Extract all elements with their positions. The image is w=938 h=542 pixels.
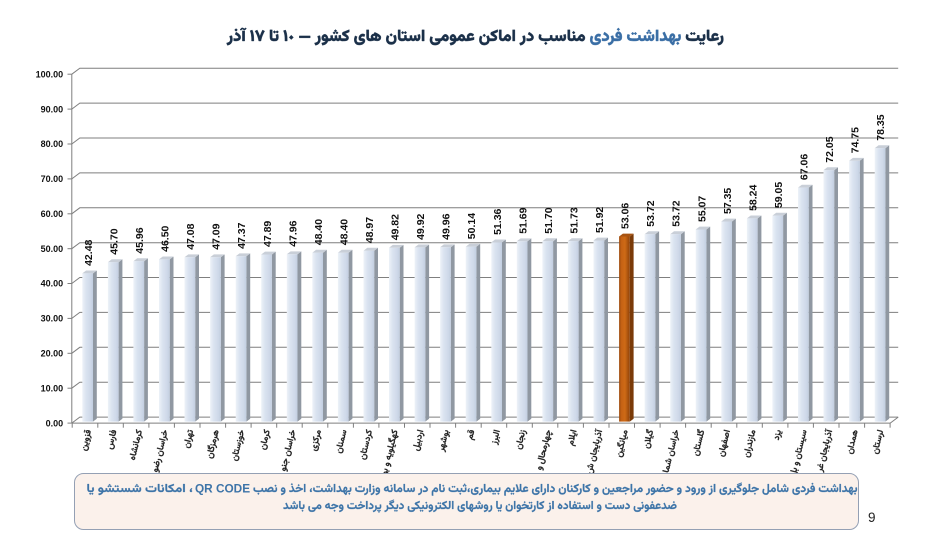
svg-text:90.00: 90.00 [41, 104, 64, 114]
svg-text:40.00: 40.00 [41, 279, 64, 289]
svg-text:51.92: 51.92 [594, 207, 606, 233]
svg-text:20.00: 20.00 [41, 349, 64, 359]
svg-text:10.00: 10.00 [41, 383, 64, 393]
svg-text:57.35: 57.35 [722, 188, 734, 214]
svg-text:47.96: 47.96 [287, 220, 299, 246]
svg-text:47.09: 47.09 [211, 223, 223, 249]
svg-text:80.00: 80.00 [41, 139, 64, 149]
svg-text:30.00: 30.00 [41, 314, 64, 324]
svg-text:70.00: 70.00 [41, 174, 64, 184]
svg-text:78.35: 78.35 [875, 114, 887, 140]
svg-text:53.72: 53.72 [671, 200, 683, 226]
svg-text:9: 9 [868, 510, 876, 525]
svg-text:47.89: 47.89 [262, 221, 274, 247]
svg-text:47.37: 47.37 [236, 222, 248, 248]
svg-text:60.00: 60.00 [41, 209, 64, 219]
svg-text:49.96: 49.96 [441, 213, 453, 239]
svg-text:53.06: 53.06 [620, 203, 632, 229]
svg-text:48.40: 48.40 [339, 219, 351, 245]
svg-text:51.36: 51.36 [492, 208, 504, 234]
svg-text:45.96: 45.96 [134, 227, 146, 253]
svg-text:50.00: 50.00 [41, 244, 64, 254]
svg-text:72.05: 72.05 [824, 136, 836, 162]
svg-text:49.82: 49.82 [390, 214, 402, 240]
svg-text:67.06: 67.06 [799, 154, 811, 180]
svg-text:47.08: 47.08 [185, 223, 197, 249]
svg-text:51.73: 51.73 [569, 207, 581, 233]
svg-text:53.72: 53.72 [645, 200, 657, 226]
svg-text:100.00: 100.00 [36, 69, 64, 79]
svg-text:49.92: 49.92 [415, 213, 427, 239]
svg-text:QR CODE: QR CODE [195, 482, 250, 496]
svg-text:58.24: 58.24 [747, 184, 759, 210]
svg-text:45.70: 45.70 [108, 228, 120, 254]
svg-text:42.48: 42.48 [83, 239, 95, 265]
svg-text:48.40: 48.40 [313, 219, 325, 245]
svg-text:50.14: 50.14 [466, 213, 478, 239]
svg-text:59.05: 59.05 [773, 182, 785, 208]
svg-text:55.07: 55.07 [696, 196, 708, 222]
svg-text:48.97: 48.97 [364, 217, 376, 243]
svg-text:51.69: 51.69 [517, 207, 529, 233]
svg-text:74.75: 74.75 [850, 127, 862, 153]
svg-text:46.50: 46.50 [160, 225, 172, 251]
svg-text:0.00: 0.00 [46, 418, 64, 428]
svg-text:51.70: 51.70 [543, 207, 555, 233]
